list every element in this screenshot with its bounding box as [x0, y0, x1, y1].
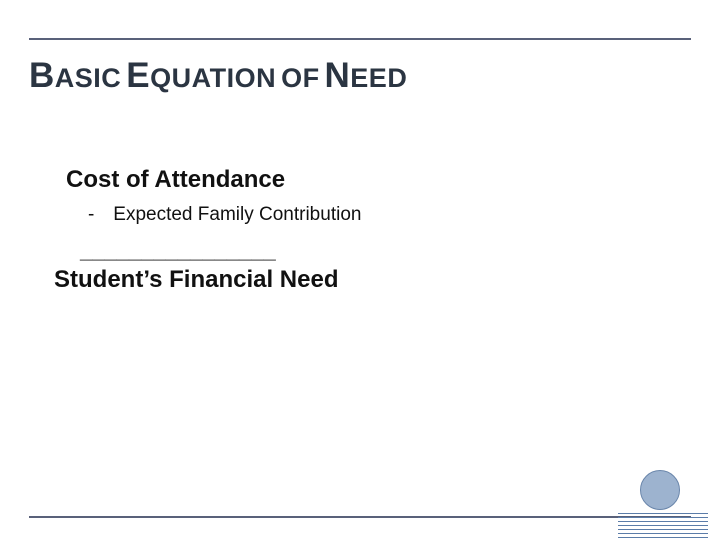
title-rest-letters: ASIC	[55, 63, 122, 93]
corner-circle-icon	[640, 470, 680, 510]
minus-sign: -	[88, 204, 108, 226]
title-cap-letter: B	[29, 56, 55, 95]
equation-result: Student’s Financial Need	[54, 266, 339, 294]
decor-line	[618, 521, 708, 522]
title-cap-letter: E	[126, 56, 150, 95]
decor-line	[618, 529, 708, 530]
corner-decoration	[618, 480, 708, 540]
decor-line	[618, 533, 708, 534]
decor-line	[618, 525, 708, 526]
title-rest-letters: EED	[350, 63, 407, 93]
title-rest-letters: QUATION	[150, 63, 276, 93]
slide-title: BASIC EQUATION OF NEED	[29, 56, 407, 96]
subtract-item-text: Expected Family Contribution	[113, 204, 361, 225]
decor-line	[618, 513, 708, 514]
title-cap-letter: N	[325, 56, 351, 95]
equation-underline: ________________	[80, 238, 276, 264]
equation-line-subtract: - Expected Family Contribution	[88, 204, 361, 226]
slide: BASIC EQUATION OF NEED Cost of Attendanc…	[0, 0, 720, 540]
decor-line	[618, 537, 708, 538]
equation-line-cost: Cost of Attendance	[66, 166, 285, 194]
decor-line	[618, 517, 708, 518]
title-rest-letters: OF	[281, 63, 320, 93]
